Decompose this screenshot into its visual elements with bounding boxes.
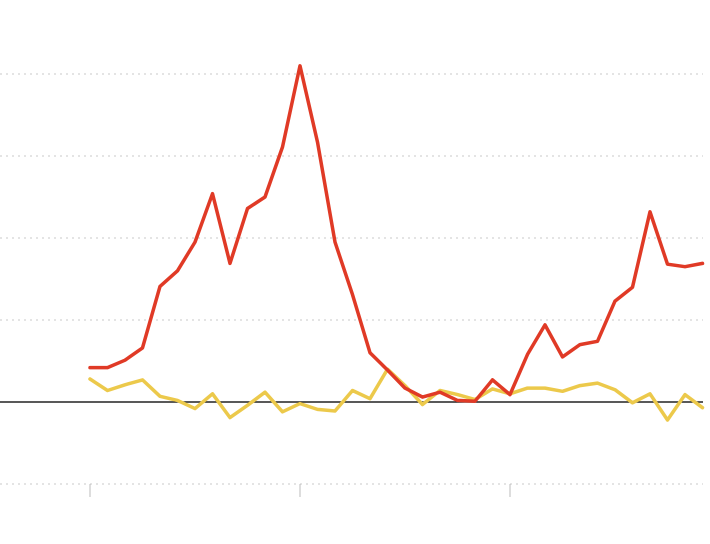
x-axis-ticks: [89, 484, 511, 497]
series-line-1: [88, 64, 705, 403]
gridlines: [0, 73, 703, 485]
series-lines: [88, 64, 705, 422]
